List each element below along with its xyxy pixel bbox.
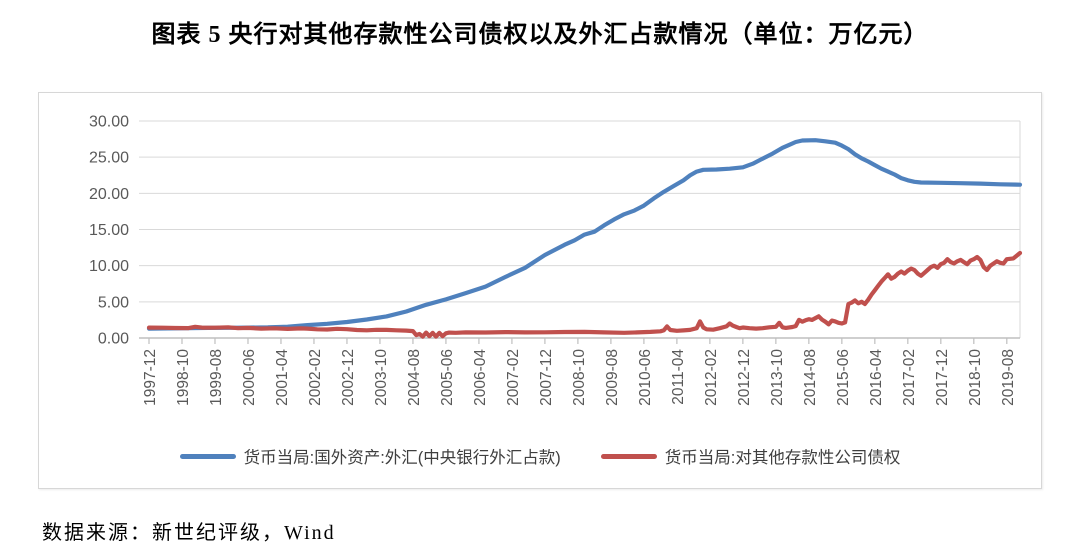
- x-tick-label: 2007-02: [505, 349, 522, 406]
- y-tick-label: 20.00: [89, 186, 129, 203]
- x-tick-label: 2015-06: [835, 349, 852, 406]
- y-tick-label: 0.00: [98, 331, 129, 348]
- y-tick-label: 10.00: [89, 258, 129, 275]
- legend-item-claims: 货币当局:对其他存款性公司债权: [600, 444, 901, 468]
- figure-title: 图表 5 央行对其他存款性公司债权以及外汇占款情况（单位：万亿元）: [151, 22, 929, 48]
- series-line-claims-on-odc: [146, 250, 1023, 339]
- y-tick-label: 25.00: [89, 150, 129, 167]
- data-source-note: 数据来源：新世纪评级，Wind: [42, 522, 336, 544]
- chart-panel: 0.00 5.00 10.00 15.00 20.00 25.00 30.00 1997-12…: [38, 92, 1042, 489]
- x-tick-label: 1998-10: [175, 349, 192, 406]
- legend-label-fx: 货币当局:国外资产:外汇(中央银行外汇占款): [243, 449, 561, 467]
- legend-item-fx: 货币当局:国外资产:外汇(中央银行外汇占款): [179, 444, 561, 468]
- chart-legend: 货币当局:国外资产:外汇(中央银行外汇占款) 货币当局:对其他存款性公司债权: [39, 444, 1041, 468]
- x-tick-label: 2012-12: [736, 349, 753, 406]
- x-tick-label: 2014-08: [802, 349, 819, 406]
- y-tick-label: 30.00: [89, 114, 129, 131]
- x-tick-label: 2007-12: [538, 349, 555, 406]
- x-tick-label: 2006-04: [472, 349, 489, 406]
- x-tick-label: 2011-04: [670, 349, 687, 405]
- x-tick-label: 2017-12: [934, 349, 951, 406]
- x-tick-label: 2018-10: [967, 349, 984, 406]
- line-chart: 0.00 5.00 10.00 15.00 20.00 25.00 30.00 1997-12…: [89, 114, 1023, 406]
- x-tick-label: 2017-02: [901, 349, 918, 406]
- x-tick-label: 2013-10: [769, 349, 786, 406]
- series-line-fx-reserves: [146, 138, 1023, 331]
- x-tick-label: 2019-08: [1000, 349, 1017, 406]
- x-tick-label: 2000-06: [241, 349, 258, 406]
- legend-label-claims: 货币当局:对其他存款性公司债权: [664, 449, 901, 467]
- x-tick-label: 2010-06: [637, 349, 654, 406]
- x-tick-label: 2009-08: [604, 349, 621, 406]
- x-tick-label: 1997-12: [142, 349, 159, 406]
- legend-swatch-claims-icon: [600, 453, 657, 459]
- x-tick-label: 2004-08: [406, 349, 423, 406]
- x-tick-label: 2001-04: [274, 349, 291, 406]
- y-tick-label: 5.00: [98, 294, 129, 311]
- legend-swatch-fx-icon: [179, 453, 236, 459]
- x-tick-label: 2012-02: [703, 349, 720, 406]
- x-tick-label: 2003-10: [373, 349, 390, 406]
- x-tick-label: 2008-10: [571, 349, 588, 406]
- x-tick-label: 1999-08: [208, 349, 225, 406]
- x-tick-label: 2002-12: [340, 349, 357, 406]
- y-tick-label: 15.00: [89, 222, 129, 239]
- x-tick-label: 2005-06: [439, 349, 456, 406]
- x-tick-label: 2016-04: [868, 349, 885, 406]
- x-tick-label: 2002-02: [307, 349, 324, 406]
